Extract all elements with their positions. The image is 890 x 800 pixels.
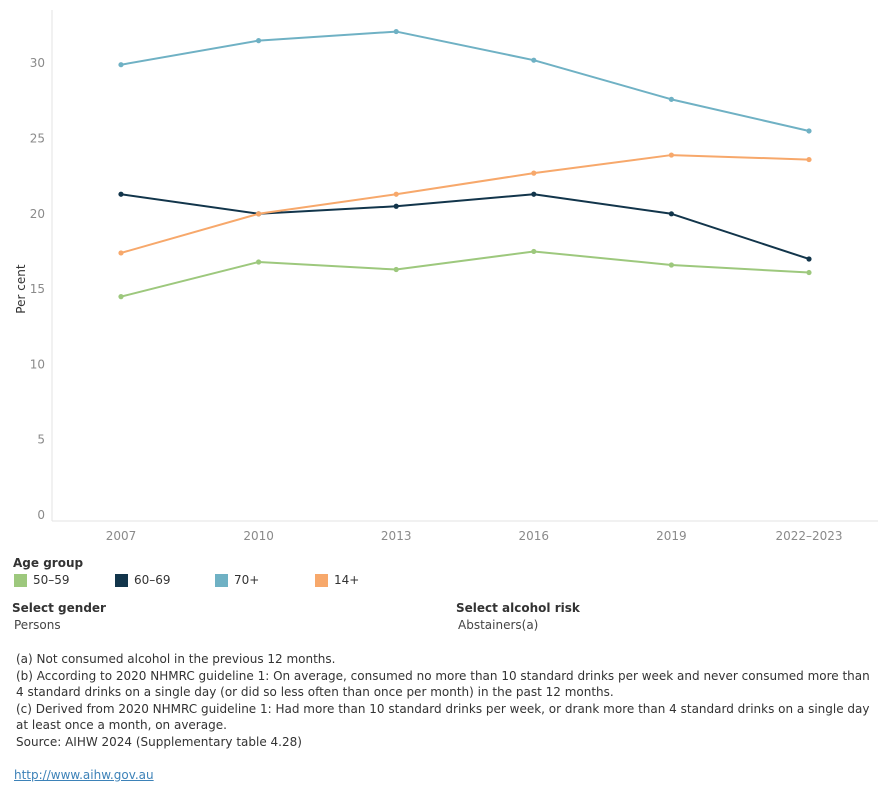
- data-point-70-: [118, 62, 124, 68]
- legend-label-70plus: 70+: [234, 573, 260, 587]
- legend-swatch-70plus: [215, 573, 228, 587]
- data-point-70-: [668, 96, 675, 102]
- data-point-60-69: [531, 191, 537, 197]
- y-tick-label: 0: [37, 508, 45, 522]
- legend-label-60-69: 60–69: [134, 573, 171, 587]
- legend-title: Age group: [13, 556, 84, 570]
- data-point-70-: [256, 38, 262, 44]
- legend-label-50-59: 50–59: [33, 573, 70, 587]
- series-line-60-69: [120, 193, 810, 260]
- data-point-14-: [806, 156, 812, 163]
- alcohol-risk-filter-value[interactable]: Abstainers(a): [458, 618, 539, 632]
- data-point-50-59: [393, 266, 399, 273]
- data-point-14-: [118, 250, 124, 256]
- gender-filter-value[interactable]: Persons: [14, 618, 61, 632]
- legend-label-14plus: 14+: [334, 573, 360, 587]
- y-tick-label: 5: [37, 433, 45, 447]
- legend: 50–59 60–69 70+ 14+: [14, 572, 414, 590]
- aihw-link[interactable]: http://www.aihw.gov.au: [14, 768, 154, 782]
- legend-item-70plus[interactable]: 70+: [215, 572, 259, 588]
- source-note: Source: AIHW 2024 (Supplementary table 4…: [16, 734, 302, 749]
- y-tick-label: 30: [30, 56, 45, 70]
- footnote-a: (a) Not consumed alcohol in the previous…: [16, 652, 336, 666]
- gender-filter-label: Select gender: [12, 601, 106, 615]
- data-point-50-59: [806, 269, 812, 276]
- data-point-50-59: [531, 248, 537, 255]
- y-tick-label: 25: [30, 132, 45, 146]
- series-line-14-: [120, 154, 810, 254]
- data-point-14-: [531, 170, 537, 176]
- data-point-50-59: [118, 294, 124, 300]
- series-line-50-59: [120, 250, 810, 298]
- x-tick-label: 2007: [106, 529, 137, 543]
- series-line-70-: [120, 30, 810, 132]
- legend-item-60-69[interactable]: 60–69: [115, 572, 171, 588]
- data-point-14-: [668, 152, 675, 158]
- legend-swatch-60-69: [115, 573, 128, 587]
- data-point-50-59: [256, 259, 262, 265]
- legend-swatch-14plus: [315, 573, 328, 587]
- x-tick-label: 2016: [519, 529, 550, 543]
- data-point-14-: [256, 211, 262, 217]
- legend-swatch-50-59: [14, 573, 27, 587]
- data-point-70-: [393, 28, 399, 35]
- legend-item-50-59[interactable]: 50–59: [14, 572, 70, 588]
- data-point-60-69: [393, 203, 399, 209]
- x-tick-label: 2022–2023: [775, 529, 842, 543]
- x-tick-label: 2013: [381, 529, 412, 543]
- x-tick-label: 2019: [656, 529, 687, 543]
- alcohol-risk-filter: Select alcohol risk Abstainers(a): [456, 601, 580, 632]
- data-point-50-59: [668, 262, 675, 268]
- data-point-60-69: [118, 191, 124, 197]
- data-point-60-69: [806, 256, 812, 262]
- y-axis-label: Per cent: [14, 264, 28, 314]
- gender-filter: Select gender Persons: [12, 601, 106, 632]
- chart-axes: 0 5 10 15 20 25 30 Per cent 2007 2010 2013 2016 2019…: [14, 10, 878, 543]
- series-layer: [118, 28, 812, 300]
- data-point-70-: [531, 57, 537, 63]
- data-point-14-: [393, 191, 399, 197]
- y-tick-label: 10: [30, 357, 45, 371]
- y-tick-label: 20: [30, 207, 45, 221]
- footnote-c: (c) Derived from 2020 NHMRC guideline 1:…: [16, 701, 870, 733]
- y-tick-label: 15: [30, 282, 45, 296]
- footnote-b: (b) According to 2020 NHMRC guideline 1:…: [16, 668, 870, 700]
- footnotes: (a) Not consumed alcohol in the previous…: [16, 651, 876, 750]
- data-point-60-69: [668, 211, 675, 217]
- data-point-70-: [806, 128, 812, 134]
- x-tick-label: 2010: [243, 529, 274, 543]
- legend-item-14plus[interactable]: 14+: [315, 572, 359, 588]
- line-chart: 0 5 10 15 20 25 30 Per cent 2007 2010 2013 2016 2019…: [14, 10, 878, 543]
- alcohol-risk-filter-label: Select alcohol risk: [456, 601, 580, 615]
